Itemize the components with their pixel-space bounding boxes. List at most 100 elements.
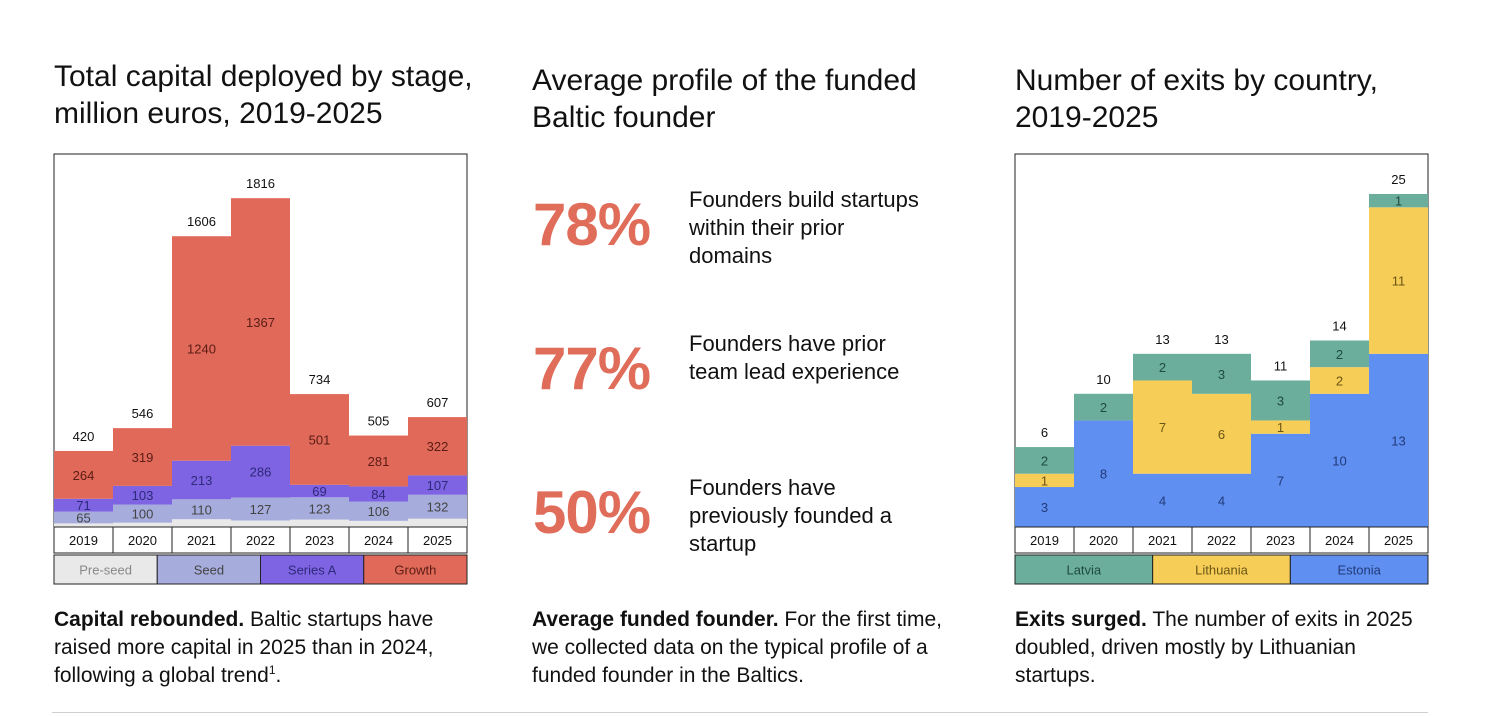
- exits-caption: Exits surged. The number of exits in 202…: [1015, 606, 1415, 690]
- exits-bar-lithuania-2019: [1015, 473, 1074, 488]
- exits-bar-latvia-2024: [1310, 340, 1369, 368]
- capital-total-label-2024: 505: [368, 414, 390, 429]
- capital-value-label-series-a-2025: 107: [427, 478, 449, 493]
- exits-bar-latvia-2019: [1015, 447, 1074, 474]
- exits-tick-label-2019: 2019: [1030, 533, 1059, 548]
- exits-tick-label-2021: 2021: [1148, 533, 1177, 548]
- exits-value-label-latvia-2024: 2: [1336, 347, 1343, 362]
- capital-bar-growth-2024: [349, 435, 408, 487]
- capital-value-label-growth-2025: 322: [427, 439, 449, 454]
- exits-total-label-2023: 11: [1274, 358, 1288, 373]
- exits-legend-swatch-latvia: [1014, 554, 1154, 585]
- exits-bar-lithuania-2025: [1369, 207, 1428, 354]
- capital-total-label-2023: 734: [309, 372, 331, 387]
- capital-bar-pre-seed-2020: [113, 522, 172, 527]
- capital-total-label-2025: 607: [427, 395, 449, 410]
- capital-legend-swatch-pre-seed: [53, 554, 158, 585]
- capital-bar-pre-seed-2021: [172, 519, 231, 527]
- capital-legend-label-growth: Growth: [394, 563, 436, 578]
- founder-profile-title: Average profile of the funded Baltic fou…: [532, 64, 917, 134]
- exits-bar-latvia-2022: [1192, 353, 1251, 394]
- capital-bar-pre-seed-2022: [231, 520, 290, 527]
- exits-bar-lithuania-2023: [1251, 420, 1310, 434]
- exits-bar-estonia-2024: [1310, 393, 1369, 527]
- capital-caption-bold: Capital rebounded.: [54, 608, 245, 631]
- exits-value-label-lithuania-2021: 7: [1159, 420, 1166, 435]
- exits-value-label-latvia-2021: 2: [1159, 360, 1166, 375]
- exits-value-label-latvia-2022: 3: [1218, 367, 1225, 382]
- capital-bar-series-a-2024: [349, 486, 408, 502]
- exits-value-label-estonia-2024: 10: [1332, 453, 1346, 468]
- exits-tick-label-2024: 2024: [1325, 533, 1354, 548]
- exits-bar-estonia-2020: [1074, 420, 1133, 527]
- exits-tick-label-2025: 2025: [1384, 533, 1413, 548]
- capital-value-label-seed-2020: 100: [132, 507, 154, 522]
- exits-bar-estonia-2023: [1251, 433, 1310, 527]
- exits-caption-text: The number of exits in 2025 doubled, dri…: [1015, 608, 1413, 687]
- capital-total-label-2019: 420: [73, 429, 95, 444]
- exits-total-label-2024: 14: [1332, 319, 1346, 334]
- exits-value-label-estonia-2022: 4: [1218, 493, 1225, 508]
- exits-legend-label-lithuania: Lithuania: [1195, 563, 1249, 578]
- capital-value-label-growth-2020: 319: [132, 450, 154, 465]
- exits-value-label-latvia-2019: 2: [1041, 453, 1048, 468]
- exits-bar-latvia-2025: [1369, 193, 1428, 208]
- capital-bar-growth-2022: [231, 198, 290, 446]
- capital-bar-growth-2020: [113, 428, 172, 486]
- exits-caption-bold: Exits surged.: [1015, 608, 1147, 631]
- capital-legend-label-seed: Seed: [194, 563, 224, 578]
- exits-chart-title: Number of exits by country, 2019-2025: [1015, 64, 1378, 134]
- exits-tick-cell-2020: [1073, 526, 1134, 554]
- capital-tick-cell-2025: [407, 526, 468, 554]
- capital-bar-series-a-2020: [113, 485, 172, 505]
- exits-bar-lithuania-2024: [1310, 367, 1369, 394]
- capital-caption: Capital rebounded. Baltic startups have …: [54, 606, 484, 690]
- founder-caption: Average funded founder. For the first ti…: [532, 606, 952, 690]
- stat-value-founded: 50%: [533, 479, 651, 546]
- capital-value-label-seed-2022: 127: [250, 502, 272, 517]
- capital-bar-seed-2024: [349, 501, 408, 521]
- capital-legend-swatch-series-a: [260, 554, 365, 585]
- capital-caption-end: .: [275, 664, 282, 687]
- capital-bar-seed-2019: [54, 511, 113, 524]
- capital-value-label-seed-2024: 106: [368, 504, 390, 519]
- exits-value-label-lithuania-2023: 1: [1277, 420, 1284, 435]
- capital-bar-seed-2020: [113, 504, 172, 523]
- exits-value-label-lithuania-2025: 11: [1392, 274, 1406, 289]
- capital-chart-title: Total capital deployed by stage, million…: [54, 60, 473, 130]
- capital-tick-label-2019: 2019: [69, 533, 98, 548]
- capital-bar-seed-2022: [231, 497, 290, 521]
- capital-legend-label-pre-seed: Pre-seed: [79, 563, 132, 578]
- exits-value-label-lithuania-2019: 1: [1041, 473, 1048, 488]
- exits-value-label-lithuania-2022: 6: [1218, 427, 1225, 442]
- capital-bar-growth-2019: [54, 450, 113, 499]
- capital-bar-pre-seed-2024: [349, 520, 408, 527]
- stat-text-founded: Founders have previously founded a start…: [689, 475, 893, 556]
- stat-value-team-lead: 77%: [533, 335, 651, 402]
- exits-bar-estonia-2019: [1015, 487, 1074, 527]
- exits-value-label-latvia-2025: 1: [1395, 194, 1402, 209]
- capital-value-label-series-a-2019: 71: [76, 498, 90, 513]
- capital-tick-cell-2021: [171, 526, 232, 554]
- capital-tick-label-2022: 2022: [246, 533, 275, 548]
- exits-bar-estonia-2025: [1369, 353, 1428, 527]
- exits-total-label-2021: 13: [1155, 332, 1169, 347]
- capital-value-label-growth-2023: 501: [309, 432, 331, 447]
- exits-bar-estonia-2022: [1192, 473, 1251, 527]
- capital-value-label-growth-2021: 1240: [187, 341, 216, 356]
- capital-bar-seed-2025: [408, 494, 467, 519]
- exits-value-label-latvia-2023: 3: [1277, 393, 1284, 408]
- capital-value-label-series-a-2023: 69: [312, 484, 326, 499]
- capital-value-label-seed-2019: 65: [76, 510, 90, 525]
- exits-legend-label-latvia: Latvia: [1066, 563, 1101, 578]
- stat-text-domains: Founders build startups within their pri…: [689, 187, 919, 268]
- exits-bar-latvia-2020: [1074, 393, 1133, 421]
- capital-value-label-growth-2024: 281: [368, 454, 390, 469]
- exits-tick-label-2023: 2023: [1266, 533, 1295, 548]
- capital-legend-swatch-growth: [363, 554, 468, 585]
- capital-bar-pre-seed-2025: [408, 518, 467, 527]
- capital-legend-label-series-a: Series A: [288, 563, 337, 578]
- capital-value-label-series-a-2022: 286: [250, 465, 272, 480]
- exits-legend-swatch-lithuania: [1152, 554, 1291, 585]
- capital-bar-growth-2021: [172, 236, 231, 461]
